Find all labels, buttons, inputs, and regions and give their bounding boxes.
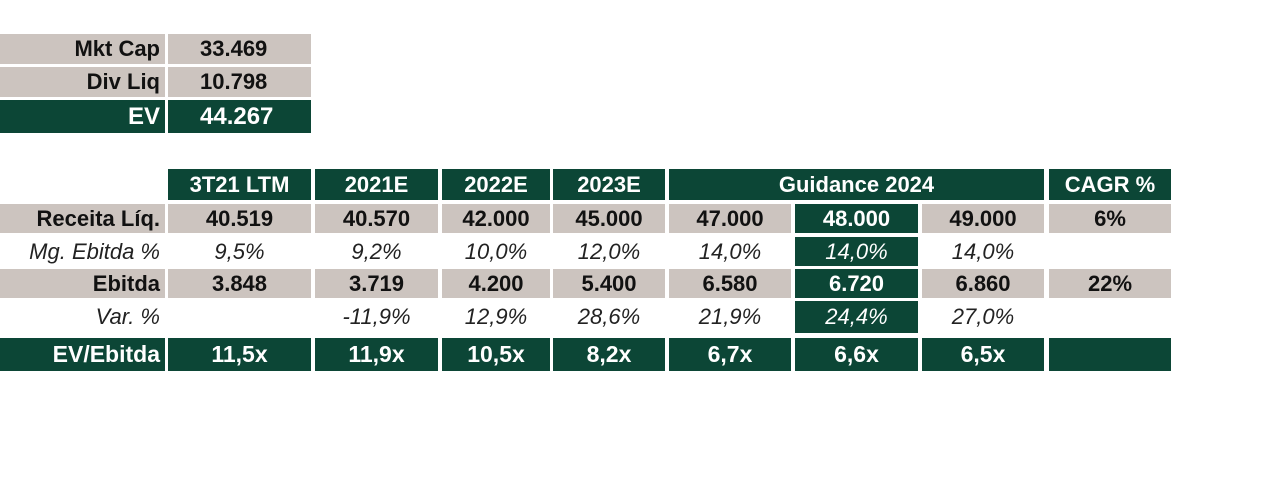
table-cell: 21,9% bbox=[698, 304, 762, 329]
table-cell: 9,5% bbox=[214, 238, 265, 264]
table-cell: 3.848 bbox=[168, 269, 311, 298]
row-label: EV/Ebitda bbox=[0, 338, 165, 371]
header-2021e: 2021E bbox=[315, 169, 438, 200]
header-guidance-2024: Guidance 2024 bbox=[669, 169, 1044, 200]
table-cell: 42.000 bbox=[442, 204, 550, 233]
table-cell: 27,0% bbox=[951, 304, 1015, 329]
table-cell: 28,6% bbox=[577, 304, 641, 329]
row-label: Ebitda bbox=[0, 269, 165, 298]
table-cell: 8,2x bbox=[553, 338, 665, 371]
table-cell: 10,0% bbox=[464, 238, 528, 264]
header-3t21-ltm: 3T21 LTM bbox=[168, 169, 311, 200]
table-cell-highlight: 48.000 bbox=[795, 204, 918, 233]
table-cell-cagr bbox=[1049, 338, 1171, 371]
mkt-cap-value: 33.469 bbox=[168, 34, 311, 64]
table-cell: -11,9% bbox=[342, 304, 411, 329]
table-cell: 12,0% bbox=[577, 238, 641, 264]
row-label: Mg. Ebitda % bbox=[29, 238, 160, 264]
table-cell-highlight: 6.720 bbox=[795, 269, 918, 298]
ev-value: 44.267 bbox=[168, 100, 311, 133]
table-cell-cagr: 6% bbox=[1049, 204, 1171, 233]
header-2023e: 2023E bbox=[553, 169, 665, 200]
table-cell: 11,5x bbox=[168, 338, 311, 371]
table-cell: 14,0% bbox=[951, 238, 1015, 264]
table-cell-highlight: 14,0% bbox=[795, 237, 918, 266]
table-cell: 49.000 bbox=[922, 204, 1044, 233]
table-cell: 40.519 bbox=[168, 204, 311, 233]
row-label: Var. % bbox=[95, 304, 160, 329]
table-cell: 9,2% bbox=[351, 238, 402, 264]
table-cell: 5.400 bbox=[553, 269, 665, 298]
header-cagr: CAGR % bbox=[1049, 169, 1171, 200]
table-cell: 6,5x bbox=[922, 338, 1044, 371]
table-cell-highlight: 6,6x bbox=[795, 338, 918, 371]
table-cell: 14,0% bbox=[698, 238, 762, 264]
div-liq-value: 10.798 bbox=[168, 67, 311, 97]
mkt-cap-label: Mkt Cap bbox=[0, 34, 165, 64]
table-cell-cagr bbox=[1049, 237, 1171, 266]
table-cell: 6.860 bbox=[922, 269, 1044, 298]
table-cell: 4.200 bbox=[442, 269, 550, 298]
table-cell: 3.719 bbox=[315, 269, 438, 298]
table-cell: 47.000 bbox=[669, 204, 791, 233]
table-cell-cagr bbox=[1049, 301, 1171, 333]
table-cell-cagr: 22% bbox=[1049, 269, 1171, 298]
table-cell: 40.570 bbox=[315, 204, 438, 233]
div-liq-label: Div Liq bbox=[0, 67, 165, 97]
table-cell: 11,9x bbox=[315, 338, 438, 371]
header-2022e: 2022E bbox=[442, 169, 550, 200]
table-cell bbox=[168, 301, 311, 333]
table-cell-highlight: 24,4% bbox=[795, 301, 918, 333]
table-cell: 10,5x bbox=[442, 338, 550, 371]
table-cell: 6,7x bbox=[669, 338, 791, 371]
table-cell: 45.000 bbox=[553, 204, 665, 233]
table-cell: 12,9% bbox=[464, 304, 528, 329]
ev-label: EV bbox=[0, 100, 165, 133]
row-label: Receita Líq. bbox=[0, 204, 165, 233]
table-cell: 6.580 bbox=[669, 269, 791, 298]
